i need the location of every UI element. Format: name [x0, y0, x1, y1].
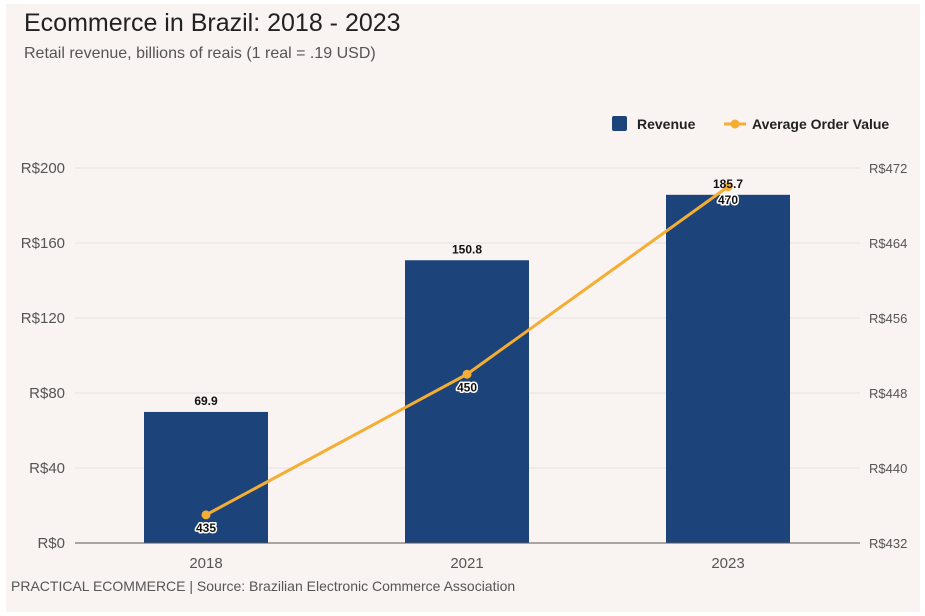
y-tick-left: R$200 — [21, 160, 65, 177]
revenue-bars — [144, 194, 790, 543]
y-tick-left: R$0 — [37, 535, 65, 552]
y-axis-right: R$432 R$440 R$448 R$456 R$464 R$472 — [869, 161, 907, 551]
x-tick-label: 2023 — [711, 555, 744, 572]
data-labels: 69.9 150.8 185.7 435 450 470 — [194, 177, 743, 537]
revenue-bar — [405, 260, 529, 543]
aov-point — [462, 369, 472, 379]
y-tick-right: R$440 — [869, 461, 907, 476]
y-tick-right: R$472 — [869, 161, 907, 176]
x-axis: 2018 2021 2023 — [75, 542, 860, 572]
legend: Revenue Average Order Value — [612, 116, 889, 132]
revenue-bar — [666, 194, 790, 543]
chart-title: Ecommerce in Brazil: 2018 - 2023 — [24, 9, 401, 37]
y-tick-left: R$40 — [29, 460, 65, 477]
aov-point-label: 435 — [196, 521, 216, 535]
y-tick-left: R$120 — [21, 310, 65, 327]
x-tick-label: 2018 — [189, 555, 222, 572]
y-tick-left: R$80 — [29, 385, 65, 402]
y-tick-right: R$448 — [869, 386, 907, 401]
legend-swatch-aov-dot — [730, 119, 740, 129]
revenue-bar — [144, 411, 268, 543]
legend-swatch-revenue — [612, 116, 627, 131]
legend-label-revenue: Revenue — [637, 116, 696, 132]
y-tick-right: R$456 — [869, 311, 907, 326]
aov-point-label: 470 — [718, 193, 738, 207]
aov-point — [201, 510, 211, 520]
y-tick-left: R$160 — [21, 235, 65, 252]
aov-point-label: 450 — [457, 380, 477, 394]
revenue-bar-label: 150.8 — [452, 242, 482, 256]
chart-subtitle: Retail revenue, billions of reais (1 rea… — [24, 45, 376, 62]
x-tick-label: 2021 — [450, 555, 483, 572]
aov-line — [201, 182, 733, 520]
source-footer: PRACTICAL ECOMMERCE | Source: Brazilian … — [11, 578, 516, 594]
y-tick-right: R$464 — [869, 236, 907, 251]
legend-item-aov[interactable]: Average Order Value — [724, 116, 889, 132]
legend-item-revenue[interactable]: Revenue — [612, 116, 696, 132]
revenue-bar-label: 185.7 — [713, 177, 743, 191]
revenue-bar-label: 69.9 — [194, 394, 218, 408]
aov-point — [723, 182, 733, 192]
legend-label-aov: Average Order Value — [752, 116, 889, 132]
y-tick-right: R$432 — [869, 536, 907, 551]
y-axis-left: R$0 R$40 R$80 R$120 R$160 R$200 — [21, 160, 65, 552]
